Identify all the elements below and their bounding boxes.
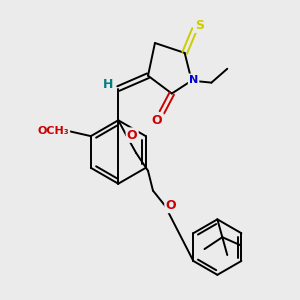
Text: S: S <box>195 19 204 32</box>
Text: O: O <box>127 129 137 142</box>
Text: O: O <box>152 114 162 127</box>
Text: H: H <box>103 78 114 91</box>
Text: N: N <box>189 75 198 85</box>
Text: OCH₃: OCH₃ <box>38 126 69 136</box>
Text: O: O <box>166 199 176 212</box>
